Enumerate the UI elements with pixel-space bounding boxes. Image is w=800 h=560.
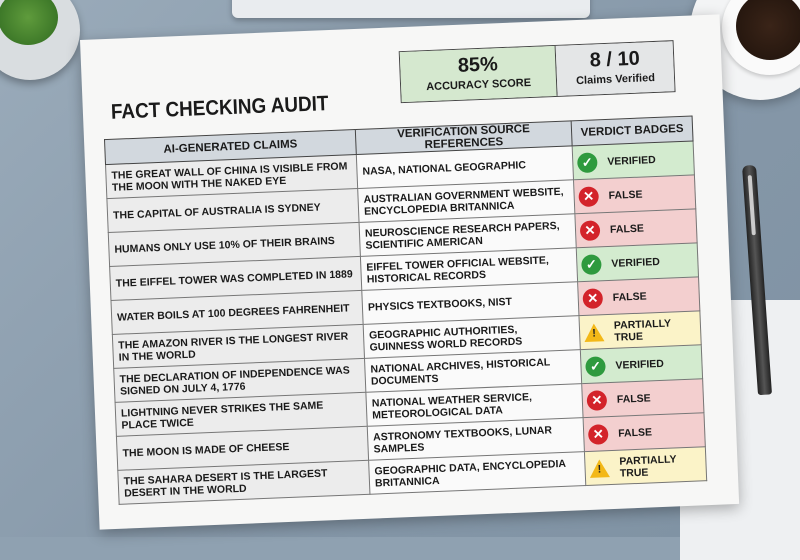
verdict-badge: ✕ FALSE bbox=[587, 420, 701, 445]
warning-triangle-icon: ! bbox=[583, 322, 605, 342]
verdict-label: FALSE bbox=[617, 425, 653, 440]
verdict-cell: ✕ FALSE bbox=[577, 276, 700, 316]
coffee bbox=[736, 0, 800, 60]
verdict-badge: ✓ VERIFIED bbox=[576, 148, 690, 173]
source-cell: GEOGRAPHIC DATA, ENCYCLOPEDIA BRITANNICA bbox=[368, 451, 586, 495]
verdict-cell: ✕ FALSE bbox=[581, 378, 704, 418]
score-summary: 85% ACCURACY SCORE 8 / 10 Claims Verifie… bbox=[398, 40, 676, 104]
plant-leaves bbox=[0, 0, 58, 45]
verdict-cell: ✕ FALSE bbox=[573, 174, 696, 214]
claims-table: AI-GENERATED CLAIMS VERIFICATION SOURCE … bbox=[104, 115, 707, 505]
verdict-cell: ✓ VERIFIED bbox=[572, 140, 695, 180]
verdict-label: FALSE bbox=[616, 391, 651, 406]
verdict-label: PARTIALLY TRUE bbox=[619, 452, 677, 480]
verdict-cell: ! PARTIALLY TRUE bbox=[584, 446, 707, 486]
x-circle-icon: ✕ bbox=[578, 185, 600, 207]
check-circle-icon: ✓ bbox=[581, 253, 602, 275]
claims-verified-box: 8 / 10 Claims Verified bbox=[555, 41, 675, 96]
verdict-cell: ✓ VERIFIED bbox=[576, 242, 699, 282]
document-title: FACT CHECKING AUDIT bbox=[110, 92, 329, 124]
claims-verified-value: 8 / 10 bbox=[589, 47, 641, 72]
keyboard bbox=[232, 0, 590, 18]
verdict-cell: ✕ FALSE bbox=[574, 208, 698, 248]
warning-triangle-icon: ! bbox=[589, 458, 610, 478]
x-circle-icon: ✕ bbox=[587, 423, 609, 445]
verdict-cell: ✕ FALSE bbox=[583, 412, 706, 452]
verdict-label: VERIFIED bbox=[615, 357, 665, 372]
verdict-badge: ✕ FALSE bbox=[579, 216, 693, 241]
verdict-badge: ✓ VERIFIED bbox=[585, 352, 698, 377]
verdict-badge: ✕ FALSE bbox=[582, 284, 695, 309]
verdict-cell: ✓ VERIFIED bbox=[580, 344, 703, 384]
verdict-badge: ✕ FALSE bbox=[586, 386, 699, 411]
x-circle-icon: ✕ bbox=[586, 389, 608, 411]
verdict-cell: ! PARTIALLY TRUE bbox=[578, 310, 702, 350]
verdict-label: FALSE bbox=[609, 222, 645, 236]
verdict-label: PARTIALLY TRUE bbox=[613, 317, 672, 344]
verdict-badge: ! PARTIALLY TRUE bbox=[589, 452, 702, 480]
verdict-label: FALSE bbox=[608, 188, 643, 202]
audit-document: FACT CHECKING AUDIT 85% ACCURACY SCORE 8… bbox=[80, 14, 740, 530]
verdict-badge: ✓ VERIFIED bbox=[581, 250, 694, 275]
x-circle-icon: ✕ bbox=[579, 219, 601, 241]
x-circle-icon: ✕ bbox=[582, 287, 604, 309]
claims-verified-label: Claims Verified bbox=[575, 71, 656, 88]
verdict-label: FALSE bbox=[612, 289, 647, 304]
verdict-badge: ✕ FALSE bbox=[578, 182, 691, 207]
check-circle-icon: ✓ bbox=[576, 151, 598, 173]
check-circle-icon: ✓ bbox=[585, 355, 606, 377]
pen-clip bbox=[747, 175, 756, 236]
verdict-label: VERIFIED bbox=[607, 153, 656, 168]
accuracy-value: 85% bbox=[457, 53, 499, 77]
accuracy-score-box: 85% ACCURACY SCORE bbox=[399, 45, 558, 103]
verdict-badge: ! PARTIALLY TRUE bbox=[583, 316, 697, 344]
verdict-label: VERIFIED bbox=[611, 255, 661, 270]
